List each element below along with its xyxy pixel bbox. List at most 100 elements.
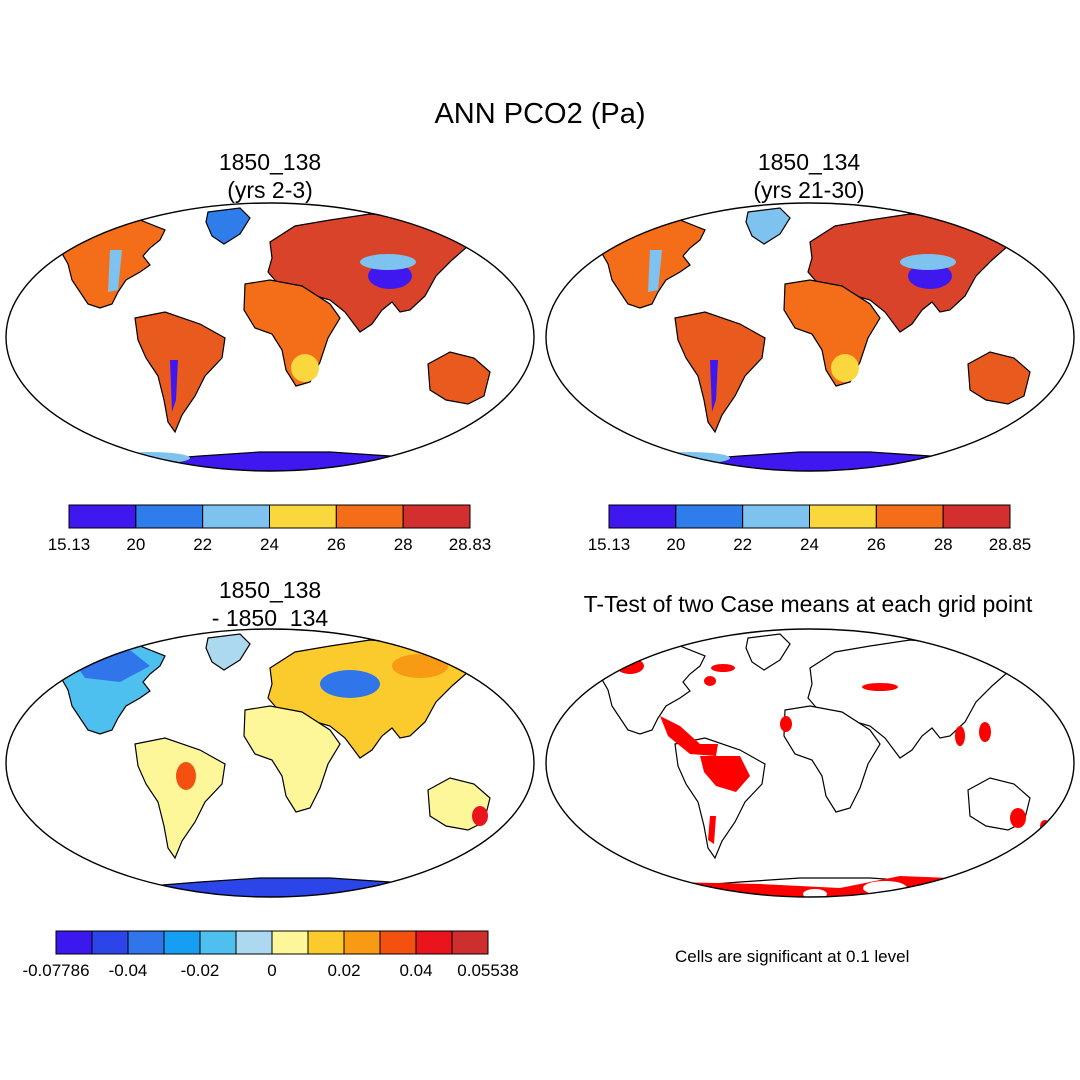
significant-cell-7 bbox=[1010, 808, 1026, 828]
colorbar-label-1: 20 bbox=[126, 535, 145, 554]
colorbar-box-2 bbox=[742, 504, 811, 529]
panel-3-title: 1850_138 - 1850_134 bbox=[120, 576, 420, 632]
colorbar-box-9 bbox=[379, 930, 417, 955]
panel-2-title-line1: 1850_134 bbox=[757, 149, 861, 175]
map-land-group bbox=[6, 203, 534, 471]
colorbar-box-4 bbox=[335, 504, 404, 529]
panel-4-title-line1: T-Test of two Case means at each grid po… bbox=[583, 591, 1033, 617]
map-ttest bbox=[545, 628, 1075, 898]
significant-cell-3 bbox=[862, 683, 898, 691]
colorbar-label-4: 0.02 bbox=[327, 961, 360, 980]
colorbar-box-0 bbox=[608, 504, 677, 529]
central-asia-patch bbox=[900, 254, 956, 270]
significant-cell-5 bbox=[955, 726, 965, 746]
colorbar-box-5 bbox=[235, 930, 273, 955]
significant-cell-10 bbox=[700, 756, 750, 792]
colorbar-label-2: 22 bbox=[733, 535, 752, 554]
colorbar-box-4 bbox=[199, 930, 237, 955]
colorbar-label-0: 15.13 bbox=[48, 535, 91, 554]
significance-note: Cells are significant at 0.1 level bbox=[675, 947, 910, 966]
colorbar-box-3 bbox=[809, 504, 877, 529]
south-africa-patch bbox=[831, 354, 859, 382]
south-africa-patch bbox=[291, 354, 319, 382]
colorbar-box-5 bbox=[942, 504, 1011, 529]
se-australia-patch bbox=[472, 806, 488, 826]
siberia-pos-patch bbox=[392, 654, 448, 678]
colorbar-box-3 bbox=[269, 504, 337, 529]
colorbar-label-1: -0.04 bbox=[109, 961, 148, 980]
west-asia-neg-patch bbox=[320, 670, 380, 698]
colorbar-label-3: 24 bbox=[260, 535, 279, 554]
colorbar-3: -0.07786 -0.04 -0.02 0 0.02 0.04 0.05538 bbox=[22, 930, 519, 980]
rockies-patch bbox=[648, 250, 662, 292]
east-siberia-patch bbox=[450, 648, 470, 664]
continent-greenland bbox=[745, 207, 791, 245]
colorbar-box-10 bbox=[415, 930, 453, 955]
colorbar-box-3 bbox=[163, 930, 201, 955]
panel-3-title-line2: - 1850_134 bbox=[211, 605, 329, 631]
colorbar-label-0: 15.13 bbox=[588, 535, 631, 554]
significant-cell-2 bbox=[711, 664, 735, 672]
continent-samerica bbox=[134, 311, 226, 434]
colorbar-label-6: 28.83 bbox=[449, 535, 492, 554]
map-difference bbox=[5, 628, 535, 898]
continent-africa bbox=[243, 705, 341, 813]
significant-cell-9 bbox=[660, 716, 718, 756]
significant-cell-6 bbox=[979, 722, 991, 742]
continent-greenland bbox=[205, 633, 251, 671]
continent-greenland bbox=[745, 633, 791, 671]
colorbar-box-8 bbox=[343, 930, 381, 955]
colorbar-label-6: 28.85 bbox=[989, 535, 1032, 554]
central-asia-patch bbox=[360, 254, 416, 270]
colorbar-box-1 bbox=[91, 930, 129, 955]
main-title: ANN PCO2 (Pa) bbox=[434, 98, 646, 130]
colorbar-2: 15.13 20 22 24 26 28 28.85 bbox=[588, 504, 1032, 554]
colorbar-box-5 bbox=[402, 504, 471, 529]
continent-samerica bbox=[134, 737, 226, 860]
colorbar-1: 15.13 20 22 24 26 28 28.83 bbox=[48, 504, 492, 554]
map-frame bbox=[545, 202, 1075, 472]
colorbar-box-6 bbox=[271, 930, 309, 955]
panel-4-title: T-Test of two Case means at each grid po… bbox=[548, 590, 1068, 618]
map-frame bbox=[545, 628, 1075, 898]
map-frame bbox=[5, 202, 535, 472]
panel-1-title: 1850_138 (yrs 2-3) bbox=[120, 148, 420, 204]
colorbar-label-0: -0.07786 bbox=[22, 961, 89, 980]
continent-australia bbox=[427, 351, 491, 405]
colorbar-box-4 bbox=[875, 504, 944, 529]
map-1850-138 bbox=[5, 202, 535, 472]
continent-greenland bbox=[205, 207, 251, 245]
andes-low-patch bbox=[170, 360, 178, 412]
colorbar-box-2 bbox=[127, 930, 165, 955]
panel-2-title-line2: (yrs 21-30) bbox=[753, 177, 865, 203]
panel-1-title-line2: (yrs 2-3) bbox=[227, 177, 313, 203]
colorbar-label-2: -0.02 bbox=[181, 961, 220, 980]
map-land-group bbox=[546, 629, 1074, 897]
continent-africa bbox=[783, 705, 881, 813]
panel-3-title-line1: 1850_138 bbox=[218, 577, 322, 603]
colorbar-box-2 bbox=[202, 504, 271, 529]
continent-samerica bbox=[674, 311, 766, 434]
andes-low-patch bbox=[710, 360, 718, 412]
significant-cell-4 bbox=[780, 716, 792, 732]
colorbar-label-3: 24 bbox=[800, 535, 819, 554]
colorbar-label-5: 0.04 bbox=[399, 961, 432, 980]
colorbar-label-4: 26 bbox=[867, 535, 886, 554]
continent-antarctica bbox=[104, 877, 441, 897]
continent-australia bbox=[967, 351, 1031, 405]
panel-2-title: 1850_134 (yrs 21-30) bbox=[659, 148, 959, 204]
map-frame bbox=[5, 628, 535, 898]
significant-cell-11 bbox=[708, 816, 716, 844]
colorbar-label-4: 26 bbox=[327, 535, 346, 554]
significant-cell-1 bbox=[704, 676, 716, 686]
map-land-group bbox=[546, 203, 1074, 471]
colorbar-box-7 bbox=[307, 930, 345, 955]
amazon-pos-patch bbox=[176, 762, 196, 790]
colorbar-box-1 bbox=[675, 504, 744, 529]
colorbar-box-1 bbox=[135, 504, 204, 529]
map-land-group bbox=[6, 629, 534, 897]
colorbar-label-5: 28 bbox=[394, 535, 413, 554]
significant-cell-8 bbox=[1040, 820, 1050, 832]
colorbar-box-11 bbox=[451, 930, 489, 955]
panel-1-title-line1: 1850_138 bbox=[218, 149, 322, 175]
